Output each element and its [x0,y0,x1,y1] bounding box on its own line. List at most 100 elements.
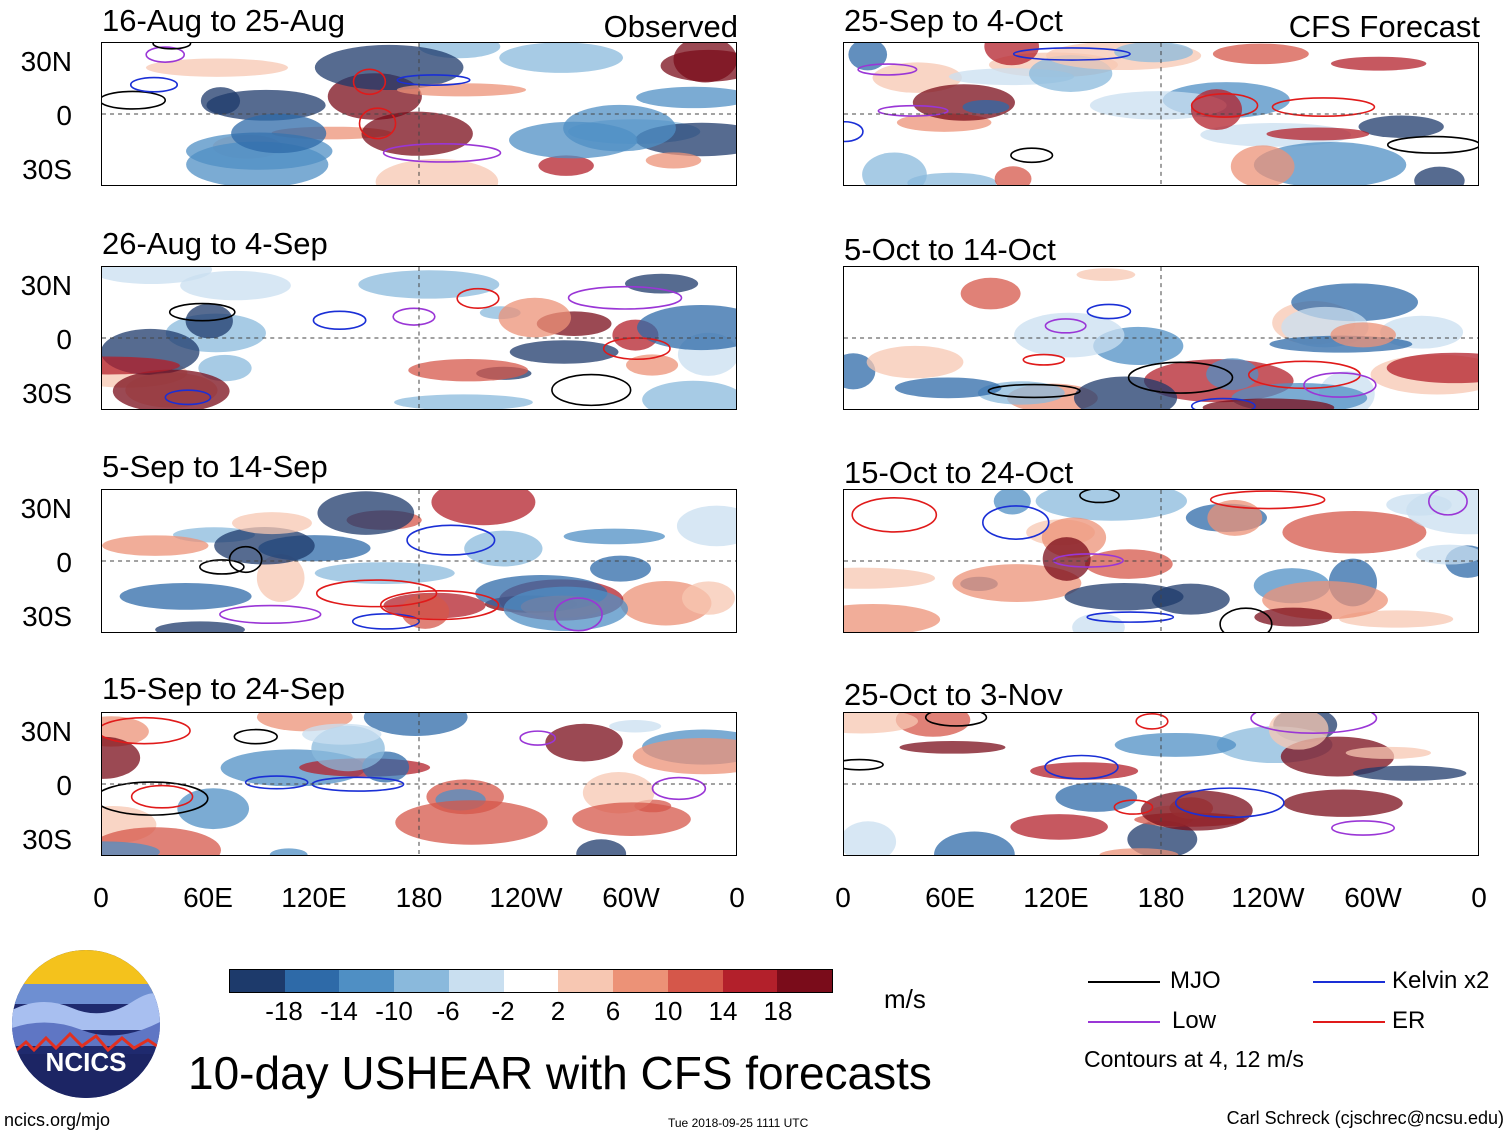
lon-tick-label: 0 [835,882,851,913]
shading-blob [1190,89,1243,131]
legend-label-mjo: MJO [1170,967,1221,994]
contour-line [102,781,209,816]
shading-blob [563,528,665,545]
contour-line [924,713,988,727]
shading-blob [960,277,1021,310]
shading-blob [102,841,160,855]
shading-blob [206,89,326,121]
contour-line [145,46,186,63]
contour-line [851,497,938,533]
shading-blob [844,821,897,855]
shading-blob [848,43,888,71]
shading-blob [1114,732,1237,757]
lon-tick-label: 0 [93,882,109,913]
shading-blob [509,340,619,364]
shading-blob [1206,358,1259,391]
shading-blob [545,723,623,762]
shading-blob [844,567,936,589]
contour-line [602,337,671,361]
shading-blob [1358,115,1444,138]
lat-tick-label: 0 [56,770,72,801]
colorbar-tick: -6 [436,996,460,1026]
units-label: m/s [884,984,926,1014]
contour-line [312,310,367,331]
shading-blob [1416,544,1478,565]
panel-title: 15-Sep to 24-Sep [102,671,346,706]
lon-tick-label: 180 [395,882,443,913]
shading-blob [155,621,245,632]
contour-line [358,107,397,140]
contour-line [1386,135,1478,154]
lon-tick-label: 60E [183,882,233,913]
contour-line [406,524,496,556]
shading-blob [102,356,180,375]
shading-blob [317,491,415,535]
shading-blob [1414,166,1465,185]
contour-line [244,775,309,790]
shading-blob [102,535,209,556]
contour-line [102,90,166,110]
shading-blob [180,270,291,301]
lat-tick-label: 30N [20,716,72,747]
contour-line [1044,318,1087,334]
shading-blob [676,505,736,547]
shading-blob [894,377,1002,399]
shading-blob [358,270,500,299]
lon-tick-label: 0 [1471,882,1487,913]
footer-timestamp: Tue 2018-09-25 1111 UTC [668,1116,809,1130]
contour-line [129,76,179,93]
shading-blob [269,848,308,855]
shading-blob [1386,493,1452,516]
contour-line [1079,490,1120,504]
contour-line [392,307,436,326]
shading-blob [1010,814,1108,840]
shading-blob [907,172,997,185]
map-field [102,43,736,185]
colorbar-tick: 14 [708,996,738,1026]
legend-label-kelvin: Kelvin x2 [1392,967,1490,994]
shading-blob [363,713,468,736]
lon-tick-label: 60W [1344,882,1402,913]
lon-tick-label: 120E [1023,882,1089,913]
shading-blob [302,723,382,745]
contour-line [1044,754,1119,780]
contour-line [228,545,263,574]
lon-tick-label: 0 [729,882,745,913]
colorbar-swatch [613,970,668,992]
contour-line [1113,799,1154,815]
map-field [102,267,736,409]
ncics-logo: NCICS [12,950,160,1098]
contour-line [382,143,502,163]
contour-line [1190,397,1256,409]
contour-line [1174,787,1285,819]
map-field [844,267,1478,409]
contour-line [1303,372,1377,398]
lat-tick-label: 0 [56,547,72,578]
logo-text: NCICS [46,1047,127,1077]
shading-blob [1330,56,1427,71]
shading-blob [994,166,1032,185]
shading-blob [1268,713,1329,750]
contour-line [1190,93,1259,118]
shading-blob [576,839,627,855]
shading-blob [1114,43,1193,63]
colorbar-swatch [284,970,340,992]
contour-line [199,559,245,575]
contour-line [102,716,191,745]
lon-tick-label: 120W [1231,882,1305,913]
contour-line [352,68,387,96]
shading-blob [464,530,543,567]
contour-line [567,285,683,310]
lat-tick-label: 30S [22,601,72,632]
shading-blob [1230,145,1295,185]
contour-line [1250,713,1378,734]
map-panel [101,489,737,633]
shading-blob [1283,789,1403,817]
shading-blob [1055,782,1138,812]
shading-blob [314,44,464,91]
panel-title: 15-Oct to 24-Oct [844,455,1074,490]
colorbar-swatch [339,970,395,992]
shading-blob [1353,765,1467,781]
panel-title: 25-Oct to 3-Nov [844,677,1063,712]
shading-blob [102,267,213,285]
